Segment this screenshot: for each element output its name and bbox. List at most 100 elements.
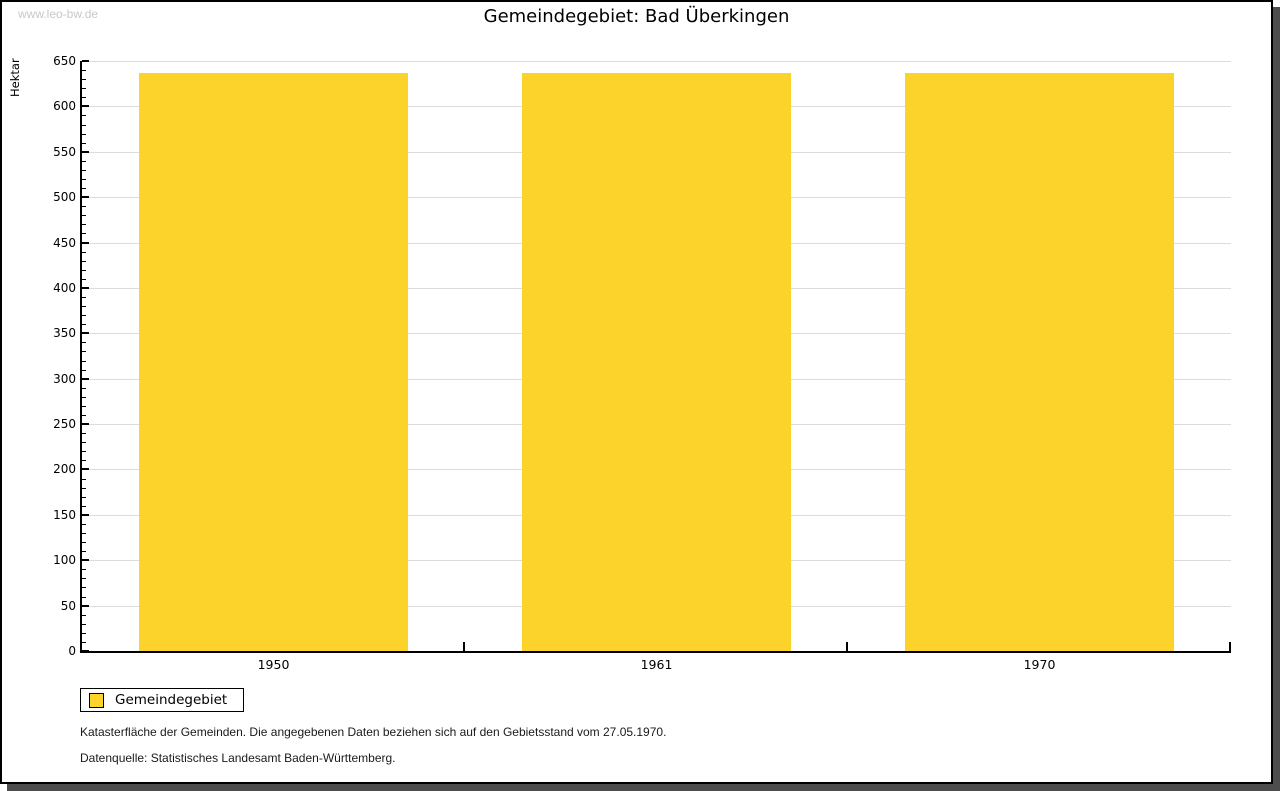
watermark: www.leo-bw.de	[18, 7, 99, 21]
footer-note: Katasterfläche der Gemeinden. Die angege…	[80, 725, 667, 739]
y-major-tick	[82, 468, 89, 471]
y-major-tick	[82, 423, 89, 426]
y-minor-tick	[82, 188, 86, 190]
y-minor-tick	[82, 569, 86, 571]
y-major-tick	[82, 650, 89, 652]
y-minor-tick	[82, 396, 86, 398]
y-minor-tick	[82, 70, 86, 72]
y-tick-label: 50	[60, 598, 76, 613]
y-minor-tick	[82, 542, 86, 544]
y-tick-label: 200	[53, 462, 76, 477]
y-minor-tick	[82, 115, 86, 117]
y-minor-tick	[82, 433, 86, 435]
y-minor-tick	[82, 505, 86, 507]
y-tick-label: 350	[53, 326, 76, 341]
y-minor-tick	[82, 360, 86, 362]
y-minor-tick	[82, 142, 86, 144]
y-minor-tick	[82, 596, 86, 598]
y-minor-tick	[82, 632, 86, 634]
y-major-tick	[82, 150, 89, 153]
y-minor-tick	[82, 133, 86, 135]
y-minor-tick	[82, 533, 86, 534]
y-minor-tick	[82, 342, 86, 344]
y-minor-tick	[82, 315, 86, 317]
y-tick-label: 600	[53, 99, 76, 114]
y-tick-label: 650	[53, 54, 76, 68]
y-minor-tick	[82, 79, 86, 81]
y-tick-label: 250	[53, 417, 76, 432]
y-minor-tick	[82, 215, 86, 217]
y-major-tick	[82, 604, 89, 607]
y-minor-tick	[82, 614, 86, 616]
y-major-tick	[82, 196, 89, 199]
y-tick-label: 500	[53, 190, 76, 205]
y-minor-tick	[82, 206, 86, 208]
y-major-tick	[82, 513, 89, 516]
x-boundary-tick	[463, 642, 465, 651]
y-minor-tick	[82, 623, 86, 625]
y-tick-label: 450	[53, 235, 76, 250]
y-minor-tick	[82, 442, 86, 444]
y-gridline	[82, 61, 1231, 62]
legend-swatch	[89, 692, 104, 708]
y-minor-tick	[82, 351, 86, 353]
y-major-tick	[82, 332, 89, 335]
y-minor-tick	[82, 278, 86, 280]
x-tick-label: 1970	[1023, 657, 1056, 672]
y-minor-tick	[82, 88, 86, 90]
x-boundary-tick	[846, 642, 848, 651]
y-major-tick	[82, 105, 89, 108]
y-minor-tick	[82, 324, 86, 326]
y-minor-tick	[82, 496, 86, 498]
y-tick-label: 550	[53, 144, 76, 159]
y-major-tick	[82, 559, 89, 562]
y-minor-tick	[82, 124, 86, 126]
y-minor-tick	[82, 451, 86, 453]
x-tick-label: 1961	[640, 657, 673, 672]
bar-1970	[905, 72, 1174, 651]
x-axis-line	[80, 651, 1231, 653]
y-tick-label: 150	[53, 507, 76, 522]
footer-source: Datenquelle: Statistisches Landesamt Bad…	[80, 751, 396, 765]
bar-1950	[139, 72, 408, 651]
y-minor-tick	[82, 405, 86, 407]
y-tick-label: 100	[53, 553, 76, 568]
y-minor-tick	[82, 260, 86, 262]
y-minor-tick	[82, 297, 86, 298]
chart-title: Gemeindegebiet: Bad Überkingen	[483, 6, 790, 27]
y-minor-tick	[82, 179, 86, 180]
y-minor-tick	[82, 487, 86, 489]
y-minor-tick	[82, 478, 86, 480]
y-minor-tick	[82, 224, 86, 226]
y-tick-label: 300	[53, 371, 76, 386]
y-minor-tick	[82, 460, 86, 462]
y-minor-tick	[82, 551, 86, 553]
y-minor-tick	[82, 369, 86, 371]
y-minor-tick	[82, 160, 86, 162]
y-major-tick	[82, 60, 89, 62]
y-minor-tick	[82, 523, 86, 525]
x-boundary-tick	[1229, 642, 1231, 651]
y-minor-tick	[82, 169, 86, 171]
y-minor-tick	[82, 387, 86, 389]
bar-1961	[522, 72, 791, 651]
x-tick-label: 1950	[257, 657, 290, 672]
y-minor-tick	[82, 233, 86, 235]
y-tick-label: 400	[53, 280, 76, 295]
legend: Gemeindegebiet	[80, 688, 245, 712]
y-minor-tick	[82, 587, 86, 589]
y-major-tick	[82, 241, 89, 244]
y-major-tick	[82, 377, 89, 380]
y-minor-tick	[82, 251, 86, 253]
y-axis-label: Hektar	[8, 58, 22, 97]
y-minor-tick	[82, 578, 86, 580]
y-minor-tick	[82, 306, 86, 308]
y-minor-tick	[82, 269, 86, 271]
y-tick-label: 0	[68, 644, 76, 658]
y-axis-line	[80, 61, 82, 653]
legend-label: Gemeindegebiet	[115, 692, 228, 708]
y-minor-tick	[82, 97, 86, 99]
y-minor-tick	[82, 415, 86, 416]
y-major-tick	[82, 286, 89, 289]
